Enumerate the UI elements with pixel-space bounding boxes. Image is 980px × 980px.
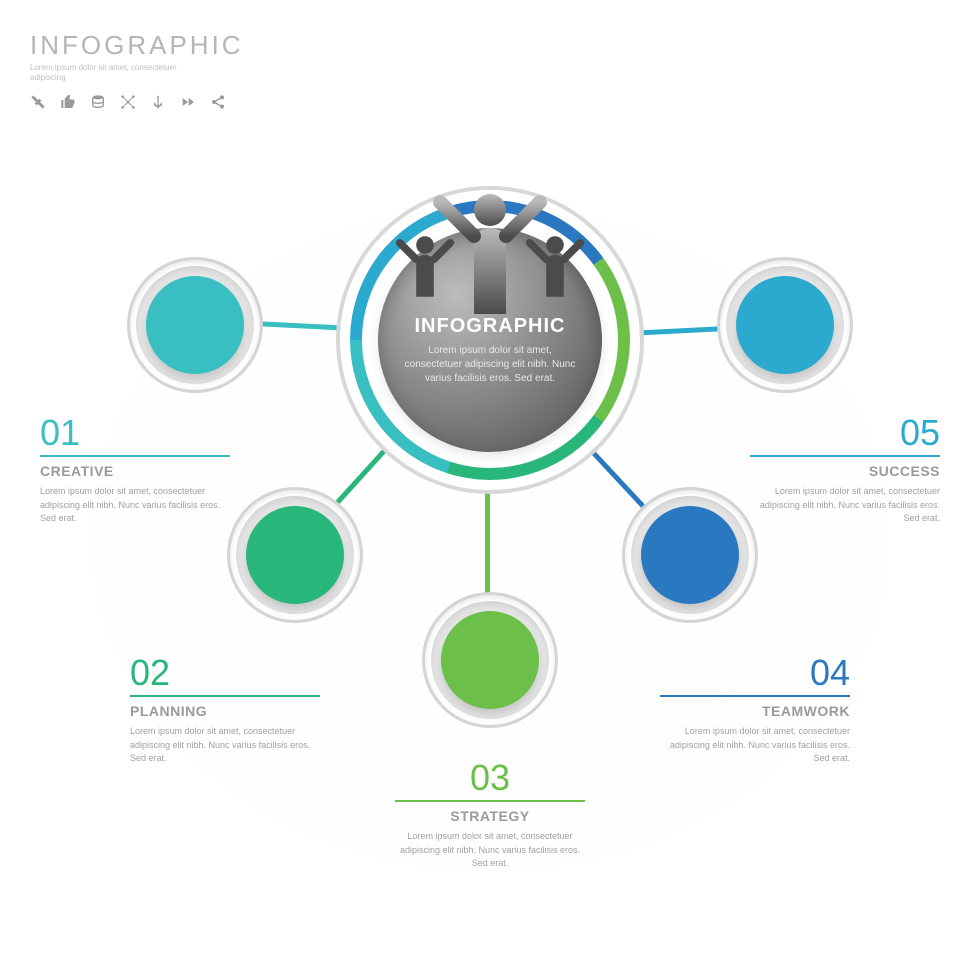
- label-strategy: 03 STRATEGY Lorem ipsum dolor sit amet, co…: [395, 760, 585, 871]
- label-title: TEAMWORK: [660, 703, 850, 719]
- label-body: Lorem ipsum dolor sit amet, consectetuer…: [660, 725, 850, 766]
- node-planning: [230, 490, 360, 620]
- label-body: Lorem ipsum dolor sit amet, consectetuer…: [395, 830, 585, 871]
- node-fill: [641, 506, 739, 604]
- label-number: 01: [40, 415, 230, 451]
- label-number: 02: [130, 655, 320, 691]
- label-rule: [40, 455, 230, 457]
- label-title: STRATEGY: [395, 808, 585, 824]
- label-body: Lorem ipsum dolor sit amet, consectetuer…: [130, 725, 320, 766]
- node-fill: [146, 276, 244, 374]
- label-title: PLANNING: [130, 703, 320, 719]
- label-teamwork: 04 TEAMWORK Lorem ipsum dolor sit amet, co…: [660, 655, 850, 766]
- diagram-stage: INFOGRAPHICLorem ipsum dolor sit amet, c…: [0, 0, 980, 980]
- hub-circle: INFOGRAPHICLorem ipsum dolor sit amet, c…: [350, 200, 630, 480]
- node-strategy: [425, 595, 555, 725]
- label-body: Lorem ipsum dolor sit amet, consectetuer…: [40, 485, 230, 526]
- label-planning: 02 PLANNING Lorem ipsum dolor sit amet, co…: [130, 655, 320, 766]
- label-title: SUCCESS: [750, 463, 940, 479]
- label-number: 03: [395, 760, 585, 796]
- node-creative: [130, 260, 260, 390]
- hub-body: Lorem ipsum dolor sit amet, consectetuer…: [400, 344, 580, 386]
- label-creative: 01 CREATIVE Lorem ipsum dolor sit amet, co…: [40, 415, 230, 526]
- label-title: CREATIVE: [40, 463, 230, 479]
- label-body: Lorem ipsum dolor sit amet, consectetuer…: [750, 485, 940, 526]
- node-teamwork: [625, 490, 755, 620]
- label-rule: [395, 800, 585, 802]
- node-success: [720, 260, 850, 390]
- label-success: 05 SUCCESS Lorem ipsum dolor sit amet, con…: [750, 415, 940, 526]
- label-rule: [660, 695, 850, 697]
- label-rule: [750, 455, 940, 457]
- label-rule: [130, 695, 320, 697]
- label-number: 04: [660, 655, 850, 691]
- node-fill: [736, 276, 834, 374]
- label-number: 05: [750, 415, 940, 451]
- node-fill: [246, 506, 344, 604]
- node-fill: [441, 611, 539, 709]
- people-icon: [385, 190, 595, 340]
